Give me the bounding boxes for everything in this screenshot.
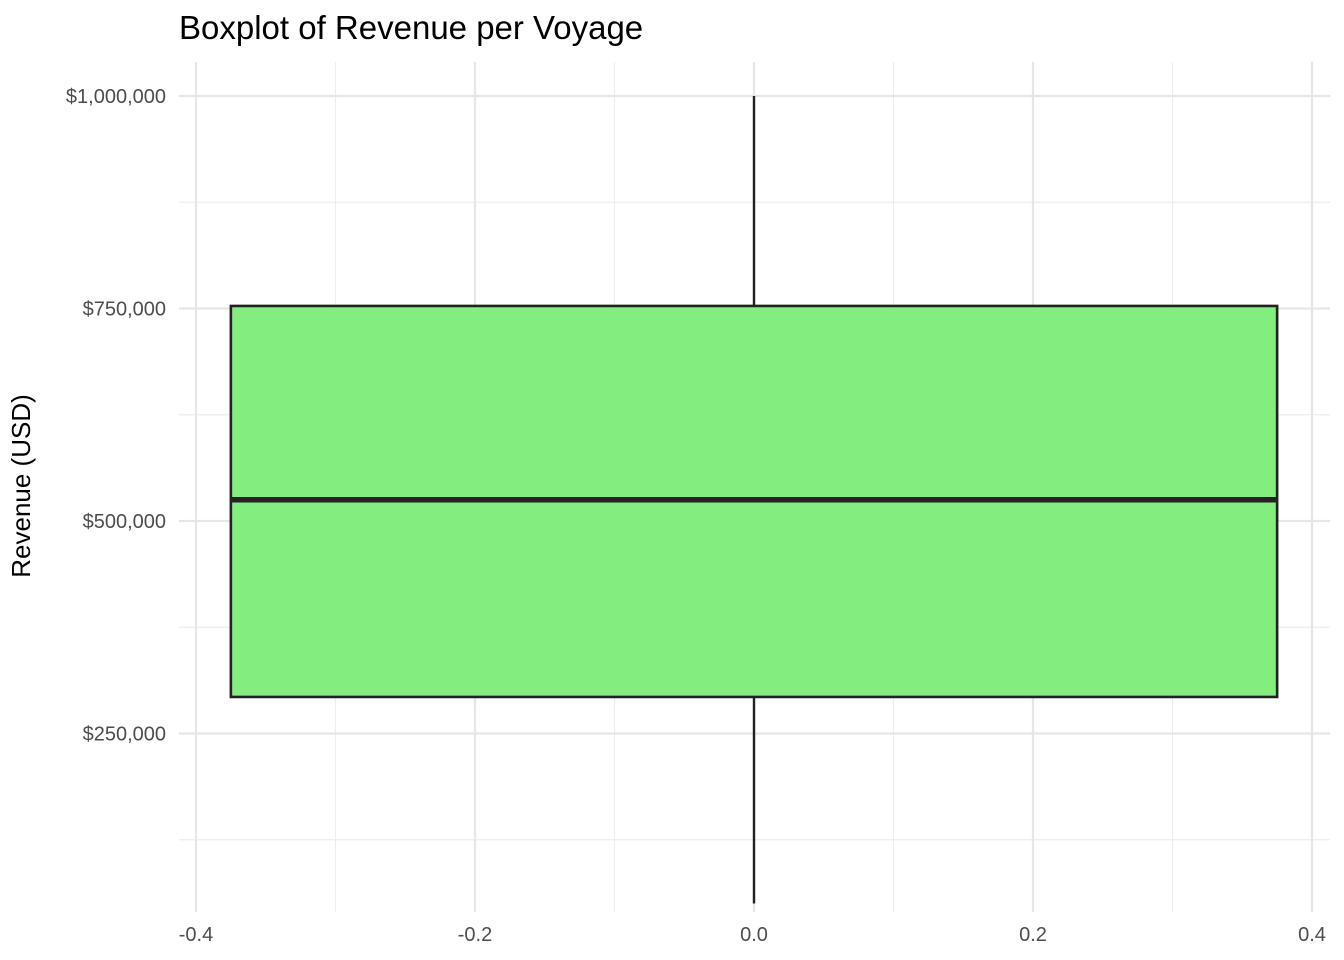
x-tick-label: 0.0	[740, 924, 768, 946]
x-tick-label: 0.2	[1019, 924, 1047, 946]
tick-layer: -0.4 -0.2 0.0 0.2 0.4 $250,000 $500,000 $750,00…	[66, 86, 1326, 946]
y-axis-label: Revenue (USD)	[6, 394, 36, 578]
x-tick-label: 0.4	[1298, 924, 1326, 946]
plot-layer	[229, 96, 1279, 904]
x-tick-label: -0.2	[458, 924, 492, 946]
x-tick-label: -0.4	[179, 924, 213, 946]
y-tick-label: $750,000	[83, 299, 166, 321]
y-tick-label: $1,000,000	[66, 86, 166, 108]
y-tick-label: $250,000	[83, 724, 166, 746]
y-tick-label: $500,000	[83, 511, 166, 533]
chart-title: Boxplot of Revenue per Voyage	[179, 9, 643, 46]
